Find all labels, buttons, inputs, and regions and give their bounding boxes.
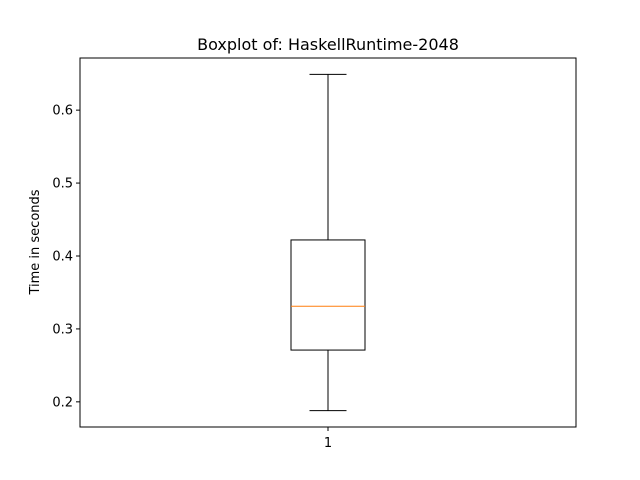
box-series xyxy=(290,73,366,412)
chart-title: Boxplot of: HaskellRuntime-2048 xyxy=(197,35,459,54)
y-tick-label: 0.6 xyxy=(52,104,73,119)
y-tick-label: 0.3 xyxy=(52,322,73,337)
plot-area-frame xyxy=(79,57,577,428)
x-axis-ticks: 1 xyxy=(324,427,332,451)
y-tick-label: 0.2 xyxy=(52,395,73,410)
x-tick-label: 1 xyxy=(324,436,332,451)
y-axis-label: Time in seconds xyxy=(28,189,43,295)
y-tick-label: 0.4 xyxy=(52,249,73,264)
y-axis-ticks: 0.2 0.3 0.4 0.5 0.6 xyxy=(52,104,80,410)
y-tick-label: 0.5 xyxy=(52,177,73,192)
interquartile-box xyxy=(290,239,366,351)
